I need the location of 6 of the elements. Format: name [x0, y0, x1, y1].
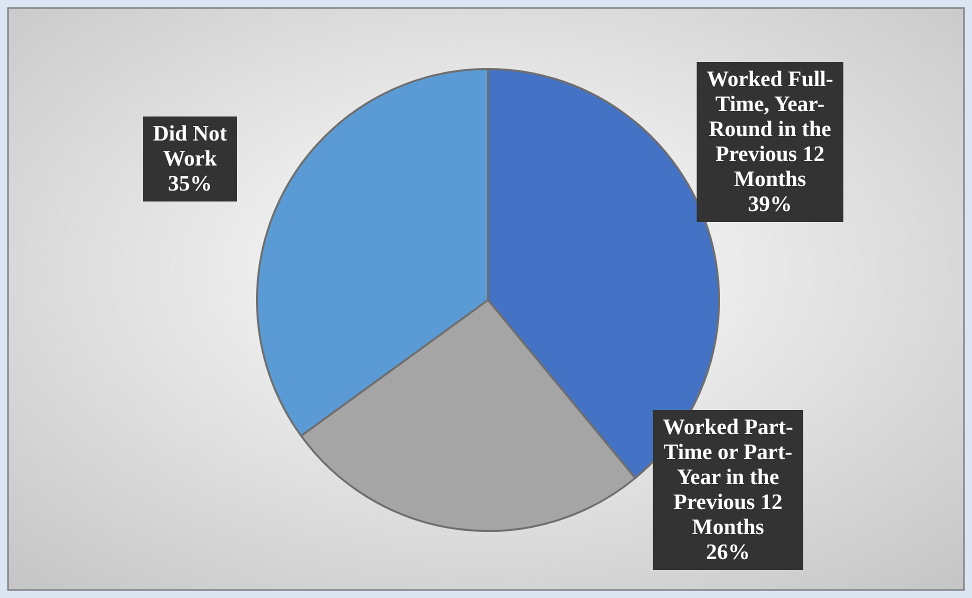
slice-label: Worked Part-Time or Part-Year in the Previous 12 Months — [662, 414, 794, 539]
data-label: 39% — [748, 191, 792, 216]
slice-label: Did Not Work — [153, 120, 228, 170]
data-label: 26% — [706, 539, 750, 564]
slice-label: Worked Full-Time, Year-Round in the Previous 12 Months — [706, 66, 834, 191]
data-label: 35% — [168, 170, 212, 196]
